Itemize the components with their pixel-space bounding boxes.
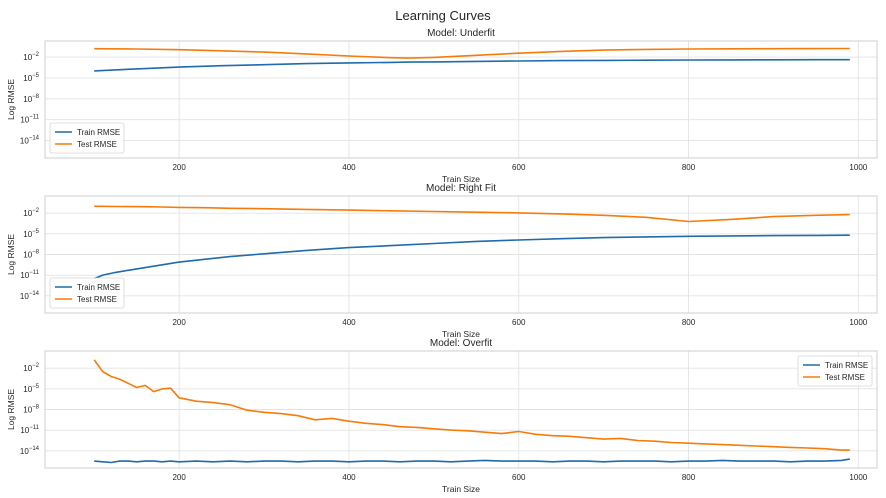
legend: Train RMSE Test RMSE <box>49 277 125 309</box>
y-axis-label: Log RMSE <box>6 234 16 275</box>
y-tick-label: 10−8 <box>23 250 39 260</box>
legend-box <box>49 122 125 154</box>
x-axis-label: Train Size <box>442 484 480 494</box>
legend: Train RMSE Test RMSE <box>49 122 125 154</box>
x-tick-label: 600 <box>512 163 526 172</box>
series-line-train-rmse <box>94 458 850 464</box>
y-tick-label: 10−5 <box>23 73 39 83</box>
x-tick-label: 600 <box>512 318 526 327</box>
figure-title: Learning Curves <box>395 8 491 23</box>
x-tick-label: 400 <box>342 473 356 482</box>
legend-label: Train RMSE <box>77 128 120 137</box>
y-tick-label: 10−8 <box>23 94 39 104</box>
x-tick-label: 400 <box>342 163 356 172</box>
series-line-test-rmse <box>93 359 850 451</box>
x-tick-label: 800 <box>682 318 696 327</box>
subplot-panels: Model: Underfit 200 400 600 800 1000 10−2 10−5 1… <box>6 28 878 494</box>
x-axis-label: Train Size <box>442 174 480 184</box>
x-axis-label: Train Size <box>442 329 480 339</box>
y-tick-label: 10−14 <box>20 291 40 301</box>
y-tick-label: 10−11 <box>20 270 39 280</box>
subplot-title: Model: Right Fit <box>426 183 496 194</box>
x-tick-label: 1000 <box>849 473 867 482</box>
y-tick-label: 10−11 <box>20 115 39 125</box>
series-line-train-rmse <box>94 58 850 72</box>
y-axis-label: Log RMSE <box>6 79 16 120</box>
y-tick-label: 10−11 <box>20 425 39 435</box>
x-tick-label: 600 <box>512 473 526 482</box>
y-tick-label: 10−14 <box>20 446 40 456</box>
subplot-1: Model: Underfit 200 400 600 800 1000 10−2 10−5 1… <box>6 28 878 184</box>
plot-frame <box>44 40 878 159</box>
y-tick-label: 10−2 <box>23 363 39 373</box>
series-line-test-rmse <box>94 205 850 223</box>
y-tick-label: 10−2 <box>23 52 39 62</box>
y-tick-label: 10−5 <box>23 384 39 394</box>
y-axis-label: Log RMSE <box>6 389 16 430</box>
y-tick-label: 10−2 <box>23 208 39 218</box>
legend-label: Test RMSE <box>825 373 865 382</box>
x-tick-label: 200 <box>172 473 186 482</box>
x-tick-label: 800 <box>682 163 696 172</box>
legend-label: Test RMSE <box>77 295 117 304</box>
x-tick-label: 200 <box>172 163 186 172</box>
legend-box <box>797 355 873 387</box>
x-tick-label: 800 <box>682 473 696 482</box>
series-line-test-rmse <box>94 47 850 59</box>
legend-label: Test RMSE <box>77 140 117 149</box>
y-tick-label: 10−14 <box>20 136 40 146</box>
subplot-title: Model: Underfit <box>427 28 495 39</box>
x-tick-label: 1000 <box>849 318 867 327</box>
subplot-title: Model: Overfit <box>430 338 492 349</box>
subplot-3: Model: Overfit 200 400 600 800 1000 10−2 10−5 10… <box>6 338 878 494</box>
x-tick-label: 200 <box>172 318 186 327</box>
legend-box <box>49 277 125 309</box>
y-tick-label: 10−8 <box>23 405 39 415</box>
series-line-train-rmse <box>93 234 850 280</box>
legend-label: Train RMSE <box>77 283 120 292</box>
legend: Train RMSE Test RMSE <box>797 355 873 387</box>
subplot-2: Model: Right Fit 200 400 600 800 1000 10−2 10−5… <box>6 183 878 339</box>
plot-frame <box>44 195 878 314</box>
plot-frame <box>44 350 878 469</box>
x-tick-label: 400 <box>342 318 356 327</box>
legend-label: Train RMSE <box>825 361 868 370</box>
y-tick-label: 10−5 <box>23 229 39 239</box>
x-tick-label: 1000 <box>849 163 867 172</box>
